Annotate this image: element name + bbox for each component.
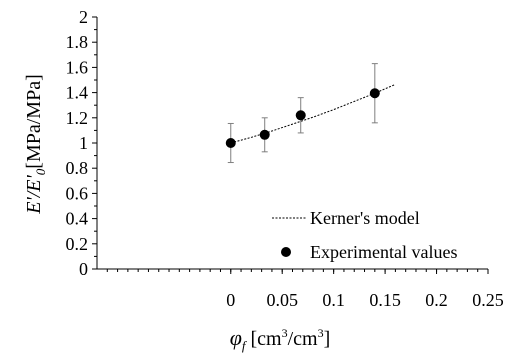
x-tick-label: 0 bbox=[226, 290, 235, 310]
y-tick-label: 0 bbox=[79, 259, 88, 279]
x-tick-label: 0.05 bbox=[266, 290, 298, 310]
y-tick-label: 1.4 bbox=[66, 83, 89, 103]
y-tick-label: 0.2 bbox=[66, 234, 89, 254]
x-tick-label: 0.2 bbox=[425, 290, 448, 310]
y-tick-label: 1.6 bbox=[66, 57, 89, 77]
y-tick-label: 1 bbox=[79, 133, 88, 153]
y-tick-label: 0.6 bbox=[66, 183, 89, 203]
data-point bbox=[259, 117, 270, 153]
legend: Kerner's model Experimental values bbox=[272, 208, 457, 262]
legend-label-model: Kerner's model bbox=[310, 208, 420, 228]
y-tick-label: 0.8 bbox=[66, 158, 89, 178]
y-ticks: 0 0.2 0.4 0.6 0.8 1 1.2 1.4 1.6 1.8 2 bbox=[66, 7, 97, 279]
legend-marker-swatch bbox=[281, 247, 291, 257]
y-tick-label: 2 bbox=[79, 7, 88, 27]
y-axis-title: E'/E'0[MPa/MPa] bbox=[23, 74, 48, 215]
data-point bbox=[295, 97, 306, 134]
data-marker bbox=[369, 88, 380, 99]
model-line bbox=[230, 83, 396, 144]
data-marker bbox=[225, 138, 236, 148]
series-layer bbox=[225, 63, 396, 164]
axes bbox=[96, 17, 488, 270]
x-tick-label: 0.1 bbox=[322, 290, 345, 310]
data-marker bbox=[259, 129, 270, 140]
y-tick-label: 1.2 bbox=[66, 108, 89, 128]
data-marker bbox=[295, 110, 306, 121]
x-axis-title: φf [cm3/cm3] bbox=[230, 325, 331, 353]
legend-label-experimental: Experimental values bbox=[310, 242, 457, 262]
y-tick-label: 1.8 bbox=[66, 32, 89, 52]
x-tick-label: 0.15 bbox=[369, 290, 401, 310]
x-ticks: 0 0.05 0.1 0.15 0.2 0.25 bbox=[106, 269, 504, 310]
data-point bbox=[369, 63, 380, 124]
x-tick-label: 0.25 bbox=[472, 290, 504, 310]
y-tick-label: 0.4 bbox=[66, 209, 89, 229]
data-point bbox=[225, 122, 236, 164]
